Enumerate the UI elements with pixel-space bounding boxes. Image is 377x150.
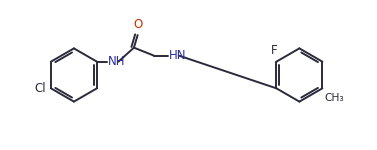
Text: NH: NH bbox=[108, 55, 125, 68]
Text: F: F bbox=[271, 44, 278, 57]
Text: HN: HN bbox=[169, 49, 186, 62]
Text: Cl: Cl bbox=[35, 82, 46, 95]
Text: O: O bbox=[133, 18, 143, 31]
Text: CH₃: CH₃ bbox=[324, 93, 344, 103]
